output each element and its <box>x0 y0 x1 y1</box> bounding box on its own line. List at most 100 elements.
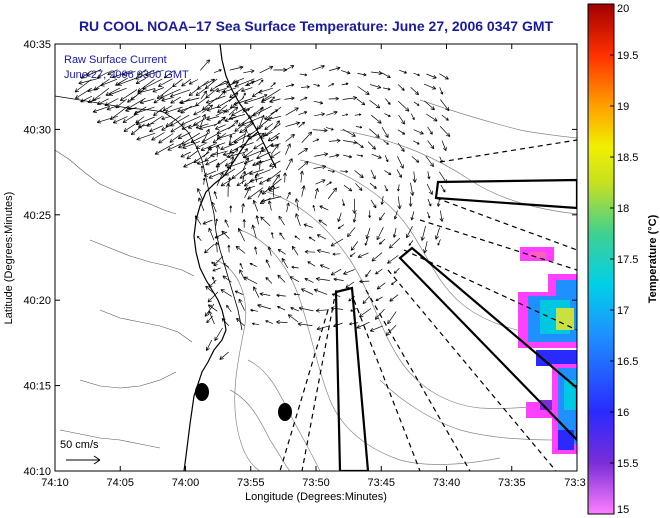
current-vector <box>337 212 342 222</box>
current-vector <box>343 269 355 275</box>
current-vector <box>216 134 220 141</box>
current-vector <box>252 199 259 212</box>
colorbar-ticks: 20 19.5 19 18.5 18 17.5 17 16.5 16 15.5 15 <box>610 3 638 516</box>
current-vector <box>220 289 232 297</box>
colorbar-label: Temperature (°C) <box>647 214 659 303</box>
current-vector <box>261 88 281 102</box>
current-vector <box>426 183 433 195</box>
current-vector <box>319 205 329 211</box>
current-vector <box>267 115 282 122</box>
current-vector <box>228 148 239 158</box>
current-vector <box>202 219 213 225</box>
current-vector <box>220 142 237 151</box>
current-vector <box>203 170 217 177</box>
current-vector <box>229 65 244 71</box>
current-vector <box>329 138 341 143</box>
x-tick-label: 73:50 <box>302 477 330 489</box>
current-vector <box>384 170 392 176</box>
current-vector <box>266 170 282 182</box>
current-vector <box>299 96 308 101</box>
current-vector <box>313 164 327 169</box>
current-vector <box>437 239 441 246</box>
current-vector <box>108 87 127 96</box>
current-vector <box>276 319 288 325</box>
current-vector <box>249 262 257 267</box>
current-vector <box>301 131 313 144</box>
current-vector <box>439 126 451 137</box>
current-vector <box>357 252 369 259</box>
current-vector <box>270 109 279 115</box>
current-vector <box>248 106 264 119</box>
current-vector <box>205 95 226 104</box>
y-tick-label: 40:20 <box>23 295 51 307</box>
current-vector <box>427 211 431 219</box>
current-vector <box>92 105 110 113</box>
current-vector <box>375 296 383 302</box>
current-vector <box>200 59 211 71</box>
current-vector <box>96 115 118 124</box>
current-vector <box>426 73 437 79</box>
current-vector <box>74 79 92 93</box>
current-vector <box>177 132 191 139</box>
x-tick-label: 74:05 <box>106 477 134 489</box>
current-vector <box>337 224 344 229</box>
current-vector <box>297 322 313 327</box>
current-vector <box>109 106 129 120</box>
current-vector <box>203 78 215 86</box>
current-vector <box>240 87 253 93</box>
current-vector <box>96 71 109 79</box>
current-vector <box>242 92 246 99</box>
current-vector <box>258 106 264 116</box>
y-tick-label: 40:35 <box>23 39 51 51</box>
current-vector <box>213 255 224 267</box>
current-vector <box>201 132 219 144</box>
current-vector <box>195 142 208 149</box>
current-vector <box>393 267 400 274</box>
current-vector <box>169 89 191 98</box>
current-vector <box>304 277 314 283</box>
current-vector <box>375 268 383 275</box>
current-vector <box>154 143 174 155</box>
current-vector <box>146 115 163 127</box>
current-vector <box>411 156 420 163</box>
current-vector <box>425 155 434 168</box>
current-vector <box>241 116 262 126</box>
current-vector <box>355 125 363 129</box>
current-vector <box>263 123 281 137</box>
x-tick-label: 73:55 <box>237 477 265 489</box>
current-vector <box>265 276 273 284</box>
current-vector <box>384 185 388 192</box>
current-vector <box>199 113 206 128</box>
current-vector <box>327 170 335 173</box>
current-vector <box>247 187 264 200</box>
current-vector <box>286 202 290 212</box>
current-vector <box>87 87 100 93</box>
colorbar-tick-label: 16.5 <box>617 356 638 368</box>
current-vector <box>233 98 253 106</box>
current-vector <box>267 132 280 142</box>
current-vector <box>393 210 398 220</box>
current-vector <box>268 186 280 192</box>
current-vector <box>253 142 264 150</box>
current-vector <box>255 158 271 166</box>
current-vector <box>285 107 299 116</box>
current-vector <box>216 162 220 172</box>
current-vector <box>369 100 381 109</box>
current-vector <box>270 82 276 88</box>
current-vector <box>271 185 276 198</box>
colorbar-tick-label: 18.5 <box>617 152 638 164</box>
current-vector <box>410 113 415 121</box>
current-vector <box>206 116 219 121</box>
current-vector <box>365 227 371 240</box>
current-vector <box>181 115 201 126</box>
current-vector <box>301 85 310 89</box>
current-vector <box>239 263 244 270</box>
current-vector <box>285 143 291 155</box>
current-vector <box>362 295 370 305</box>
current-vector <box>234 78 255 88</box>
current-vector <box>198 123 217 131</box>
current-vector <box>370 199 377 209</box>
current-vector <box>259 94 268 99</box>
current-vector <box>295 213 301 227</box>
current-vector <box>350 241 359 251</box>
